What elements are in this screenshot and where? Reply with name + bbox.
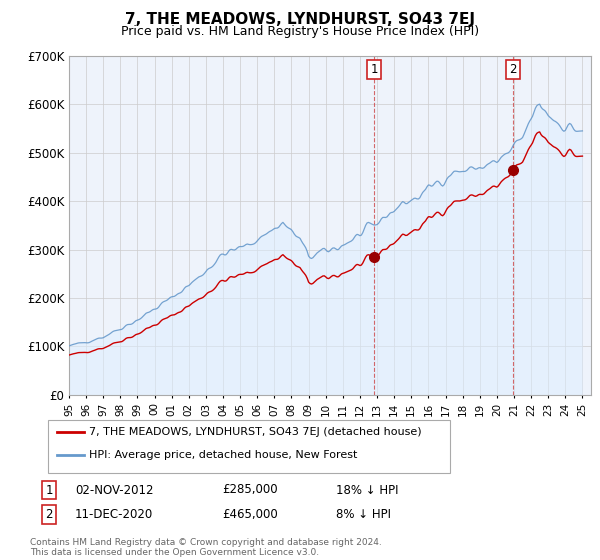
Text: HPI: Average price, detached house, New Forest: HPI: Average price, detached house, New … (89, 450, 357, 460)
Text: 8% ↓ HPI: 8% ↓ HPI (336, 507, 391, 521)
Text: 2: 2 (509, 63, 517, 76)
Text: £465,000: £465,000 (222, 507, 278, 521)
Text: 18% ↓ HPI: 18% ↓ HPI (336, 483, 398, 497)
Text: 1: 1 (370, 63, 378, 76)
Text: 2: 2 (46, 507, 53, 521)
Text: Contains HM Land Registry data © Crown copyright and database right 2024.
This d: Contains HM Land Registry data © Crown c… (30, 538, 382, 557)
Text: 02-NOV-2012: 02-NOV-2012 (75, 483, 154, 497)
Text: 11-DEC-2020: 11-DEC-2020 (75, 507, 153, 521)
Text: 7, THE MEADOWS, LYNDHURST, SO43 7EJ: 7, THE MEADOWS, LYNDHURST, SO43 7EJ (125, 12, 475, 27)
Text: 7, THE MEADOWS, LYNDHURST, SO43 7EJ (detached house): 7, THE MEADOWS, LYNDHURST, SO43 7EJ (det… (89, 427, 421, 437)
Text: Price paid vs. HM Land Registry's House Price Index (HPI): Price paid vs. HM Land Registry's House … (121, 25, 479, 38)
Text: £285,000: £285,000 (222, 483, 278, 497)
Text: 1: 1 (46, 483, 53, 497)
